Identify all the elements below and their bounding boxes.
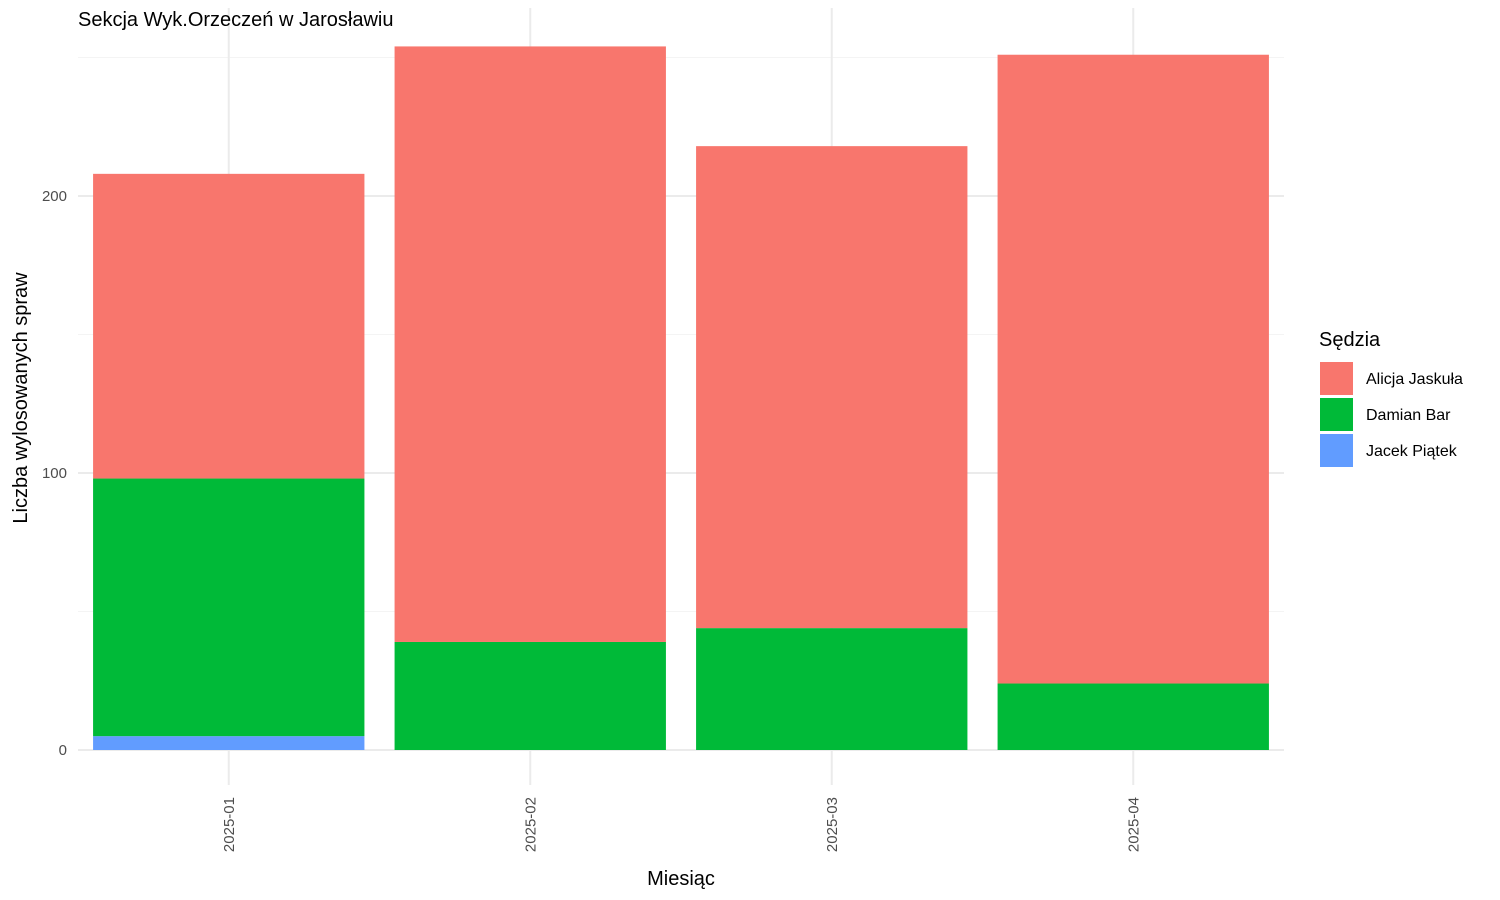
y-axis-ticks: 0 100 200	[42, 188, 67, 759]
bar-segment-damian-bar	[394, 641, 666, 750]
bar-segment-damian-bar	[93, 478, 365, 737]
legend: Sędzia Alicja Jaskuła Damian Bar Jacek Pią…	[1319, 329, 1463, 467]
legend-swatch	[1320, 434, 1353, 467]
legend-swatch	[1320, 398, 1353, 431]
y-tick-label: 0	[59, 742, 67, 759]
legend-label: Alicja Jaskuła	[1366, 371, 1463, 388]
x-axis-ticks: 2025-01 2025-02 2025-03 2025-04	[221, 797, 1143, 852]
legend-swatch	[1320, 362, 1353, 395]
bar-segment-alicja-jasku-a	[696, 146, 968, 629]
bars	[93, 46, 1269, 750]
x-tick-label: 2025-04	[1125, 797, 1142, 852]
x-tick-label: 2025-03	[824, 797, 841, 852]
x-tick-label: 2025-02	[522, 797, 539, 852]
legend-label: Damian Bar	[1366, 407, 1451, 424]
x-axis-title: Miesiąc	[647, 868, 715, 890]
chart-title: Sekcja Wyk.Orzeczeń w Jarosławiu	[78, 9, 393, 31]
legend-title: Sędzia	[1319, 329, 1381, 351]
x-tick-label: 2025-01	[221, 797, 238, 852]
bar-segment-alicja-jasku-a	[394, 46, 666, 642]
bar-segment-jacek-pi-tek	[93, 736, 365, 750]
bar-segment-damian-bar	[696, 628, 968, 750]
bar-segment-alicja-jasku-a	[997, 54, 1269, 684]
y-axis-title: Liczba wylosowanych spraw	[10, 272, 32, 524]
legend-label: Jacek Piątek	[1366, 443, 1458, 460]
y-tick-label: 100	[42, 465, 67, 482]
y-tick-label: 200	[42, 188, 67, 205]
bar-segment-damian-bar	[997, 683, 1269, 750]
bar-segment-alicja-jasku-a	[93, 173, 365, 479]
